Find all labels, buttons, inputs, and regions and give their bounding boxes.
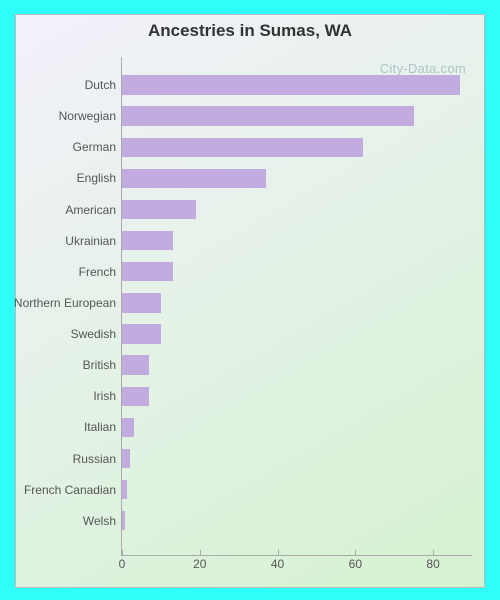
bar — [122, 355, 149, 374]
bar — [122, 169, 266, 188]
bar — [122, 75, 460, 94]
x-axis-tick — [278, 550, 279, 555]
y-axis-label: German — [73, 140, 122, 154]
bar — [122, 231, 173, 250]
x-axis-tick-label: 40 — [271, 557, 284, 571]
x-axis-tick — [122, 550, 123, 555]
chart-panel: Ancestries in Sumas, WA City-Data.com Du… — [15, 14, 485, 588]
bar — [122, 480, 127, 499]
bar — [122, 449, 130, 468]
x-axis-tick-label: 80 — [426, 557, 439, 571]
bar — [122, 262, 173, 281]
x-axis-tick-label: 20 — [193, 557, 206, 571]
y-axis-label: English — [77, 171, 122, 185]
page-root: Ancestries in Sumas, WA City-Data.com Du… — [0, 0, 500, 600]
y-axis-label: Italian — [84, 420, 122, 434]
bar — [122, 324, 161, 343]
y-axis-label: Welsh — [83, 514, 122, 528]
bar — [122, 200, 196, 219]
y-axis-label: Swedish — [71, 327, 122, 341]
y-axis-label: French — [79, 265, 122, 279]
y-axis-label: American — [65, 203, 122, 217]
x-axis-tick — [433, 550, 434, 555]
y-axis-label: Dutch — [85, 78, 122, 92]
chart-title: Ancestries in Sumas, WA — [16, 21, 484, 41]
x-axis-tick — [200, 550, 201, 555]
y-axis-label: French Canadian — [24, 483, 122, 497]
bar — [122, 293, 161, 312]
bar — [122, 511, 125, 530]
y-axis-label: Irish — [93, 389, 122, 403]
y-axis-label: Norwegian — [59, 109, 122, 123]
x-axis-tick-label: 0 — [119, 557, 126, 571]
plot-area: DutchNorwegianGermanEnglishAmericanUkrai… — [121, 57, 472, 556]
y-axis-label: British — [83, 358, 122, 372]
x-axis-tick-label: 60 — [349, 557, 362, 571]
bar — [122, 387, 149, 406]
y-axis-label: Russian — [73, 452, 122, 466]
bar — [122, 106, 414, 125]
y-axis-label: Ukrainian — [65, 234, 122, 248]
x-axis-ticks: 0 20 40 60 80 — [122, 555, 472, 575]
y-axis-label: Northern European — [14, 296, 122, 310]
bar — [122, 138, 363, 157]
x-axis-tick — [355, 550, 356, 555]
bar — [122, 418, 134, 437]
